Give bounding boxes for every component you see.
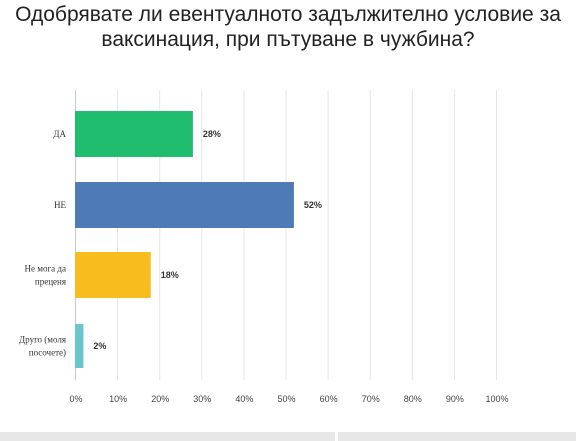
chart-title: Одобрявате ли евентуалното задължително … [0, 2, 576, 52]
bars [75, 111, 294, 368]
bar-2 [75, 252, 151, 298]
x-tick-label-40: 40% [235, 394, 253, 404]
chart-title-line-1: Одобрявате ли евентуалното задължително … [15, 3, 561, 26]
category-label-1-line-0: НЕ [54, 200, 66, 210]
x-tick-label-100: 100% [485, 394, 508, 404]
x-tick-label-10: 10% [109, 394, 127, 404]
value-label-0: 28% [203, 129, 221, 139]
x-tick-label-30: 30% [193, 394, 211, 404]
x-tick-label-80: 80% [404, 394, 422, 404]
x-tick-label-50: 50% [277, 394, 295, 404]
value-label-1: 52% [304, 200, 322, 210]
value-label-2: 18% [161, 270, 179, 280]
bottom-strip-divider [335, 432, 338, 441]
bar-1 [75, 182, 294, 228]
category-label-3-line-0: Друго (моля [19, 335, 66, 345]
x-tick-label-90: 90% [446, 394, 464, 404]
bar-0 [75, 111, 193, 157]
chart-title-line-2: ваксинация, при пътуване в чужбина? [101, 28, 475, 51]
category-label-2-line-1: преценя [35, 277, 66, 287]
category-label-0-line-0: ДА [53, 129, 66, 139]
bottom-scroll-strip [0, 432, 576, 441]
category-label-3-line-1: посочете) [29, 348, 66, 358]
category-label-2-line-0: Не мога да [25, 264, 66, 274]
value-label-3: 2% [93, 341, 106, 351]
x-tick-label-70: 70% [362, 394, 380, 404]
x-tick-label-60: 60% [320, 394, 338, 404]
labels: 0% 10% 20% 30% 40% 50% 60% 70% 80% 90% 100% 28% ДА 52… [19, 129, 508, 404]
bar-3 [75, 324, 84, 368]
x-tick-label-20: 20% [151, 394, 169, 404]
x-tick-label-0: 0% [69, 394, 82, 404]
